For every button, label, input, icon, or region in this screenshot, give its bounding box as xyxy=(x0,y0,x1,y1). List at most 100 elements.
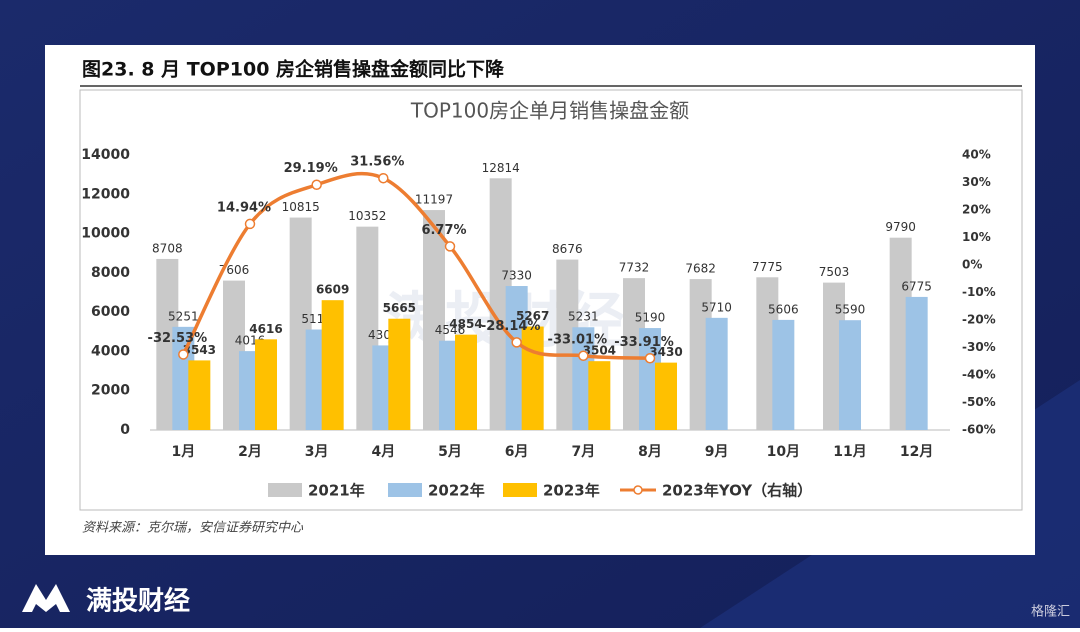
value-label: 4546 xyxy=(435,323,466,337)
y2-tick-label: -20% xyxy=(962,313,996,327)
x-tick-label: 10月 xyxy=(767,444,800,460)
legend-label: 2022年 xyxy=(428,482,485,500)
value-label: 5251 xyxy=(168,309,199,323)
x-tick-label: 8月 xyxy=(638,444,662,460)
value-label: 7330 xyxy=(501,269,532,283)
x-tick-label: 6月 xyxy=(505,444,529,460)
legend-swatch xyxy=(633,485,643,495)
line-value-label: -32.53% xyxy=(148,331,208,346)
legend-label: 2021年 xyxy=(308,482,365,500)
bar xyxy=(655,362,677,430)
line-marker xyxy=(378,172,389,184)
brand-logo xyxy=(22,584,70,612)
bar xyxy=(255,339,277,430)
legend-label: 2023年 xyxy=(543,482,600,500)
value-label: 6775 xyxy=(901,279,932,293)
value-label: 5190 xyxy=(635,311,666,325)
line-marker xyxy=(644,353,656,364)
value-label: 4854 xyxy=(449,317,482,331)
line-value-label: -33.01% xyxy=(548,332,608,347)
value-label: 10352 xyxy=(348,209,386,223)
line-marker xyxy=(311,179,322,190)
y2-tick-label: 0% xyxy=(962,258,982,272)
y-tick-label: 8000 xyxy=(91,265,130,281)
value-label: 8708 xyxy=(152,241,183,255)
legend-swatch xyxy=(503,483,537,497)
line-value-label: -33.91% xyxy=(614,335,674,350)
value-label: 5665 xyxy=(383,301,416,315)
y2-tick-label: -10% xyxy=(962,285,996,299)
x-tick-label: 4月 xyxy=(371,444,395,460)
value-label: 7732 xyxy=(619,261,650,275)
y-tick-label: 14000 xyxy=(81,147,130,163)
x-tick-label: 5月 xyxy=(438,444,462,460)
value-label: 6609 xyxy=(316,283,349,297)
y2-tick-label: 40% xyxy=(962,148,991,162)
bar xyxy=(905,296,928,430)
bar xyxy=(839,320,861,430)
legend-swatch xyxy=(268,483,302,497)
y2-tick-label: -40% xyxy=(962,368,996,382)
line-value-label: -28.14% xyxy=(481,319,541,334)
value-label: 10815 xyxy=(282,200,320,214)
bar xyxy=(705,317,728,430)
value-label: 4616 xyxy=(249,322,282,336)
x-tick-label: 11月 xyxy=(833,444,866,460)
corner-watermark: 格隆汇 xyxy=(1031,604,1070,620)
x-tick-label: 12月 xyxy=(900,444,933,460)
line-marker xyxy=(578,350,589,362)
value-label: 3543 xyxy=(183,343,216,357)
line-marker xyxy=(444,241,456,252)
line-marker xyxy=(511,337,522,348)
y-tick-label: 12000 xyxy=(81,186,130,202)
x-tick-label: 2月 xyxy=(238,444,262,460)
line-value-label: 31.56% xyxy=(350,155,404,170)
value-label: 3504 xyxy=(583,344,616,358)
y-tick-label: 10000 xyxy=(81,226,130,242)
source: 资料来源：克尔瑞，安信证券研究中心 xyxy=(82,520,304,536)
x-tick-label: 1月 xyxy=(171,444,195,460)
plot: TOP100房企单月销售操盘金额 0 2000 4000 6000 8000 10000 12… xyxy=(81,99,995,500)
line-marker xyxy=(244,218,256,230)
y-tick-label: 6000 xyxy=(91,304,130,320)
chart-title: TOP100房企单月销售操盘金额 xyxy=(410,99,689,123)
bar xyxy=(772,319,795,430)
bar xyxy=(321,300,344,430)
value-label: 9790 xyxy=(885,220,916,234)
line-value-label: 6.77% xyxy=(421,223,466,238)
value-label: 5267 xyxy=(516,309,549,323)
brand-name: 满投财经 xyxy=(86,586,190,617)
y-tick-label: 0 xyxy=(120,422,130,438)
legend-label: 2023年YOY（右轴） xyxy=(662,482,812,500)
line-value-label: 29.19% xyxy=(284,161,338,176)
y2-tick-label: 30% xyxy=(962,175,991,189)
legend-swatch xyxy=(388,483,422,497)
value-label: 8676 xyxy=(552,242,583,256)
y2-tick-label: -30% xyxy=(962,340,996,354)
line-value-label: 14.94% xyxy=(217,200,271,215)
value-label: 7682 xyxy=(685,262,716,276)
bar xyxy=(521,326,544,430)
value-label: 12814 xyxy=(482,161,520,175)
value-label: 5231 xyxy=(568,310,599,324)
x-tick-label: 9月 xyxy=(705,444,729,460)
y2-tick-label: -50% xyxy=(962,395,996,409)
bar xyxy=(388,318,411,430)
figure-title: 图23. 8 月 TOP100 房企销售操盘金额同比下降 xyxy=(82,58,505,81)
x-tick-label: 7月 xyxy=(571,444,595,460)
y-tick-label: 2000 xyxy=(91,383,130,399)
value-label: 5590 xyxy=(835,303,866,317)
value-label: 7503 xyxy=(819,265,850,279)
y2-tick-label: -60% xyxy=(962,423,996,437)
value-label: 3430 xyxy=(649,345,682,359)
y2-tick-label: 20% xyxy=(962,203,991,217)
bar xyxy=(455,334,477,430)
value-label: 5606 xyxy=(768,302,799,316)
value-label: 11197 xyxy=(415,193,453,207)
y-tick-label: 4000 xyxy=(91,343,130,359)
value-label: 7775 xyxy=(752,260,783,274)
y2-tick-label: 10% xyxy=(962,230,991,244)
x-tick-label: 3月 xyxy=(305,444,329,460)
bar xyxy=(588,361,611,430)
